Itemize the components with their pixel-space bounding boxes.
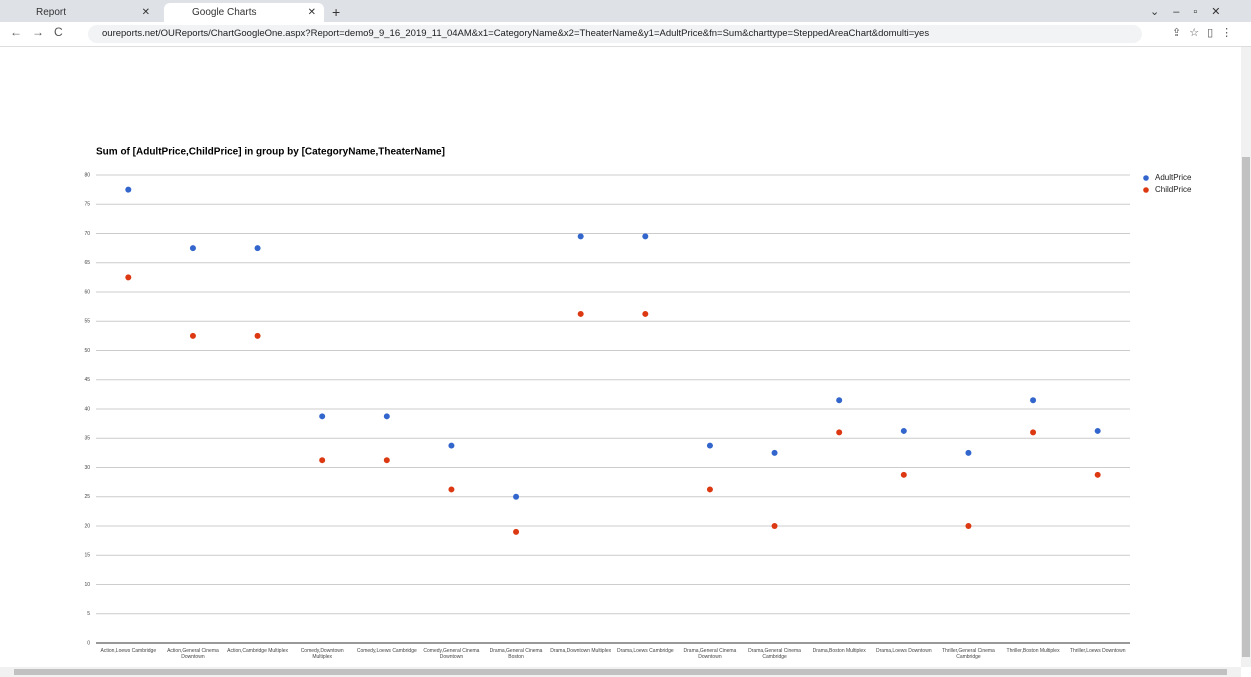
x-tick-label: Comedy,Loews Cambridge	[356, 648, 417, 654]
y-tick-label: 80	[84, 172, 90, 178]
point	[448, 442, 455, 449]
point	[577, 233, 584, 240]
point	[771, 523, 778, 529]
point	[642, 310, 649, 317]
point	[189, 332, 196, 339]
address-bar: ←→C oureports.net/OUReports/ChartGoogleO…	[0, 22, 1251, 47]
point	[965, 523, 972, 529]
tab-title: Report	[36, 7, 67, 18]
y-tick-label: 10	[84, 582, 90, 588]
legend-marker	[1143, 175, 1149, 181]
y-tick-label: 45	[84, 377, 90, 383]
x-tick-label: Comedy,Downtown Multiplex	[300, 648, 344, 660]
point	[1094, 471, 1101, 478]
point	[254, 245, 261, 252]
point	[383, 413, 390, 420]
url[interactable]: oureports.net/OUReports/ChartGoogleOne.a…	[88, 25, 1142, 43]
legend-marker	[1143, 187, 1149, 193]
x-tick-label: Thriller,Boston Multiplex	[1006, 648, 1060, 654]
x-tick-label: Drama,General Cinema Cambridge	[748, 648, 801, 660]
x-tick-label: Action,Cambridge Multiplex	[227, 648, 288, 654]
y-tick-label: 35	[84, 436, 90, 442]
nav-buttons[interactable]: ←→C	[10, 25, 73, 39]
y-tick-label: 0	[87, 640, 90, 646]
new-tab[interactable]: +	[332, 4, 341, 20]
x-tick-label: Drama,Boston Multiplex	[812, 648, 866, 654]
x-tick-label: Action,Loews Cambridge	[100, 648, 157, 654]
tab-active[interactable]: Google Charts ✕	[164, 3, 324, 22]
point	[513, 528, 520, 535]
point	[706, 442, 713, 449]
point	[254, 332, 261, 339]
x-tick-label: Thriller,General Cinema Cambridge	[942, 648, 995, 660]
point	[319, 457, 326, 464]
point	[1094, 427, 1101, 434]
toolbar-icons[interactable]: ⇪☆▯⋮	[1172, 27, 1241, 39]
point	[1030, 397, 1037, 404]
chart-title: Sum of [AdultPrice,ChildPrice] in group …	[96, 147, 445, 158]
x-tick-label: Thriller,Loews Downtown	[1069, 648, 1126, 654]
point	[771, 449, 778, 456]
point	[900, 427, 907, 434]
point	[513, 493, 520, 500]
scrollbar[interactable]	[1241, 47, 1251, 667]
y-tick-label: 65	[84, 260, 90, 266]
y-tick-label: 5	[87, 611, 90, 617]
point	[836, 397, 843, 404]
tab-bar: Report ✕ Google Charts ✕ + ⌄–▫✕	[0, 0, 1251, 22]
x-tick-label: Drama,Loews Cambridge	[616, 648, 674, 654]
x-tick-label: Drama,Downtown Multiplex	[550, 648, 612, 654]
y-tick-label: 60	[84, 289, 90, 295]
x-tick-label: Drama,Loews Downtown	[876, 648, 932, 654]
point	[448, 486, 455, 493]
y-tick-label: 55	[84, 319, 90, 325]
point	[900, 471, 907, 478]
legend-label: AdultPrice	[1155, 173, 1192, 182]
point	[319, 413, 326, 420]
point	[125, 274, 132, 281]
point	[383, 457, 390, 464]
point	[836, 429, 843, 436]
tab[interactable]: Report ✕	[36, 7, 150, 18]
tab-title: Google Charts	[192, 7, 257, 18]
y-tick-label: 20	[84, 523, 90, 529]
y-tick-label: 25	[84, 494, 90, 500]
x-tick-label: Drama,General Cinema Boston	[489, 648, 543, 660]
point	[642, 233, 649, 240]
point	[577, 310, 584, 317]
x-tick-label: Action,General Cinema Downtown	[167, 648, 219, 660]
point	[1030, 429, 1037, 436]
y-tick-label: 70	[84, 231, 90, 237]
point	[189, 245, 196, 252]
h-scrollbar[interactable]	[0, 667, 1241, 677]
point	[965, 449, 972, 456]
legend-label: ChildPrice	[1155, 185, 1192, 194]
chart: Sum of [AdultPrice,ChildPrice] in group …	[84, 147, 1192, 647]
point	[706, 486, 713, 493]
x-tick-label: Drama,General Cinema Downtown	[683, 648, 737, 660]
y-tick-label: 75	[84, 202, 90, 208]
x-tick-label: Comedy,General Cinema Downtown	[423, 648, 480, 660]
y-tick-label: 40	[84, 406, 90, 412]
y-tick-label: 15	[84, 553, 90, 559]
point	[125, 186, 132, 193]
y-tick-label: 30	[84, 465, 90, 471]
window-controls[interactable]: ⌄–▫✕	[1150, 6, 1235, 18]
y-tick-label: 50	[84, 348, 90, 354]
